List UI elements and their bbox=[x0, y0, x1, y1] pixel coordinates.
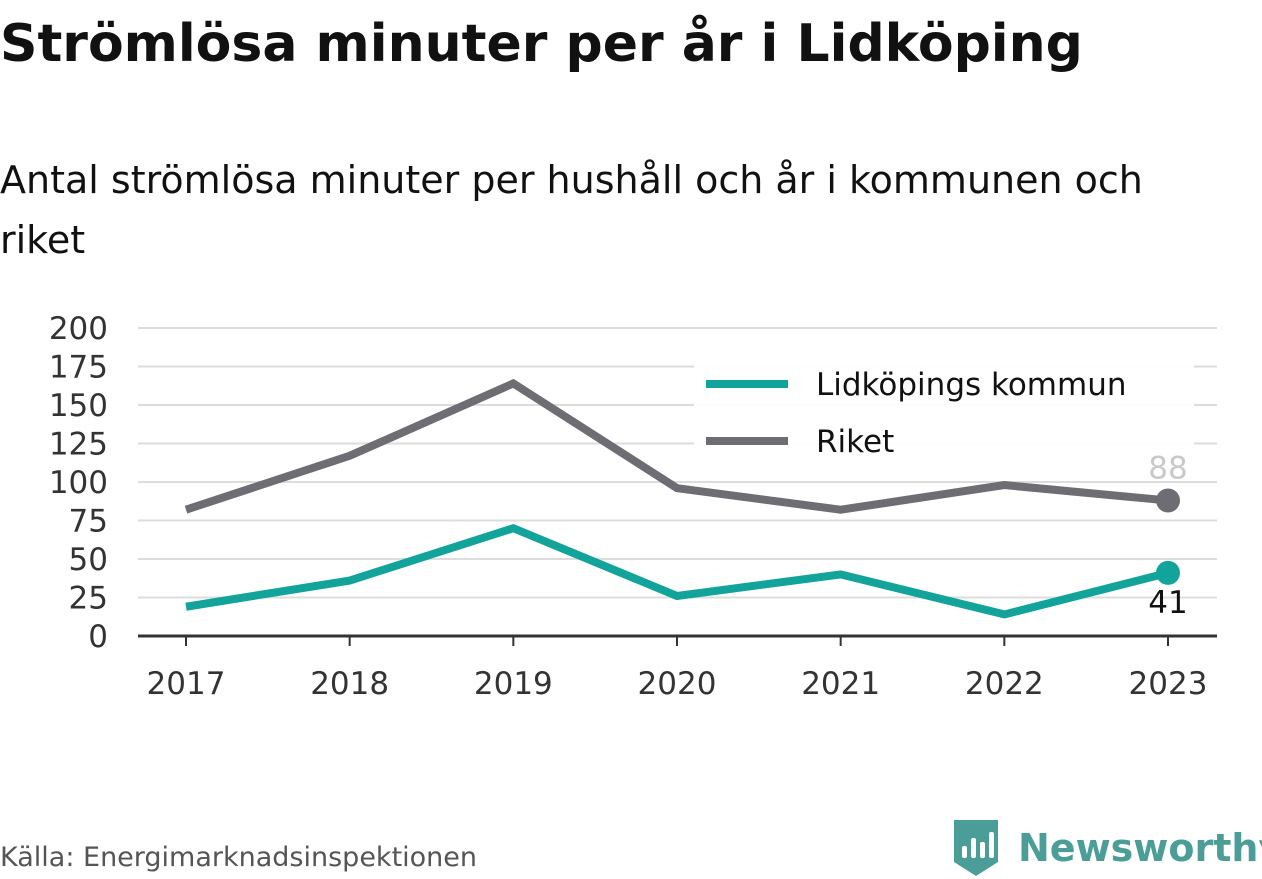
series-end-point bbox=[1156, 560, 1180, 585]
series-line bbox=[184, 378, 1169, 514]
y-tick-label: 0 bbox=[88, 619, 108, 655]
y-tick-label: 175 bbox=[49, 350, 108, 386]
y-tick-label: 200 bbox=[49, 311, 108, 347]
end-labels: 41 88 bbox=[1148, 450, 1187, 620]
y-tick-label: 100 bbox=[49, 465, 108, 501]
x-tick-label: 2022 bbox=[965, 666, 1044, 702]
x-axis-ticks: 2017 2018 2019 2020 2021 2022 2023 bbox=[147, 636, 1208, 702]
x-tick-label: 2023 bbox=[1129, 666, 1208, 702]
legend-label: Riket bbox=[816, 424, 894, 460]
y-gridlines bbox=[138, 327, 1217, 599]
bar-chart-badge-icon bbox=[954, 820, 998, 876]
y-tick-label: 125 bbox=[49, 427, 108, 463]
x-tick-label: 2017 bbox=[147, 666, 226, 702]
y-tick-label: 50 bbox=[69, 542, 108, 578]
legend-background bbox=[694, 352, 1194, 470]
y-tick-label: 75 bbox=[69, 504, 108, 540]
brand-name: Newsworthy bbox=[1018, 826, 1262, 870]
source-note: Källa: Energimarknadsinspektionen bbox=[0, 842, 478, 873]
legend-label: Lidköpings kommun bbox=[816, 367, 1127, 403]
legend: Lidköpings kommun Riket bbox=[694, 352, 1194, 470]
chart-title: Strömlösa minuter per år i Lidköping bbox=[0, 14, 1083, 74]
series-lines bbox=[184, 378, 1180, 619]
series-end-point bbox=[1156, 488, 1180, 513]
x-tick-label: 2019 bbox=[474, 666, 553, 702]
series-line bbox=[185, 523, 1169, 619]
y-tick-label: 25 bbox=[69, 581, 108, 617]
x-tick-label: 2018 bbox=[310, 666, 389, 702]
end-value-label: 41 bbox=[1148, 585, 1187, 621]
chart-subtitle: Antal strömlösa minuter per hushåll och … bbox=[0, 158, 1143, 262]
end-value-label: 88 bbox=[1148, 450, 1187, 486]
x-tick-label: 2021 bbox=[801, 666, 880, 702]
x-tick-label: 2020 bbox=[638, 666, 717, 702]
y-tick-label: 150 bbox=[49, 388, 108, 424]
brand-logo: Newsworthy bbox=[950, 818, 1262, 878]
